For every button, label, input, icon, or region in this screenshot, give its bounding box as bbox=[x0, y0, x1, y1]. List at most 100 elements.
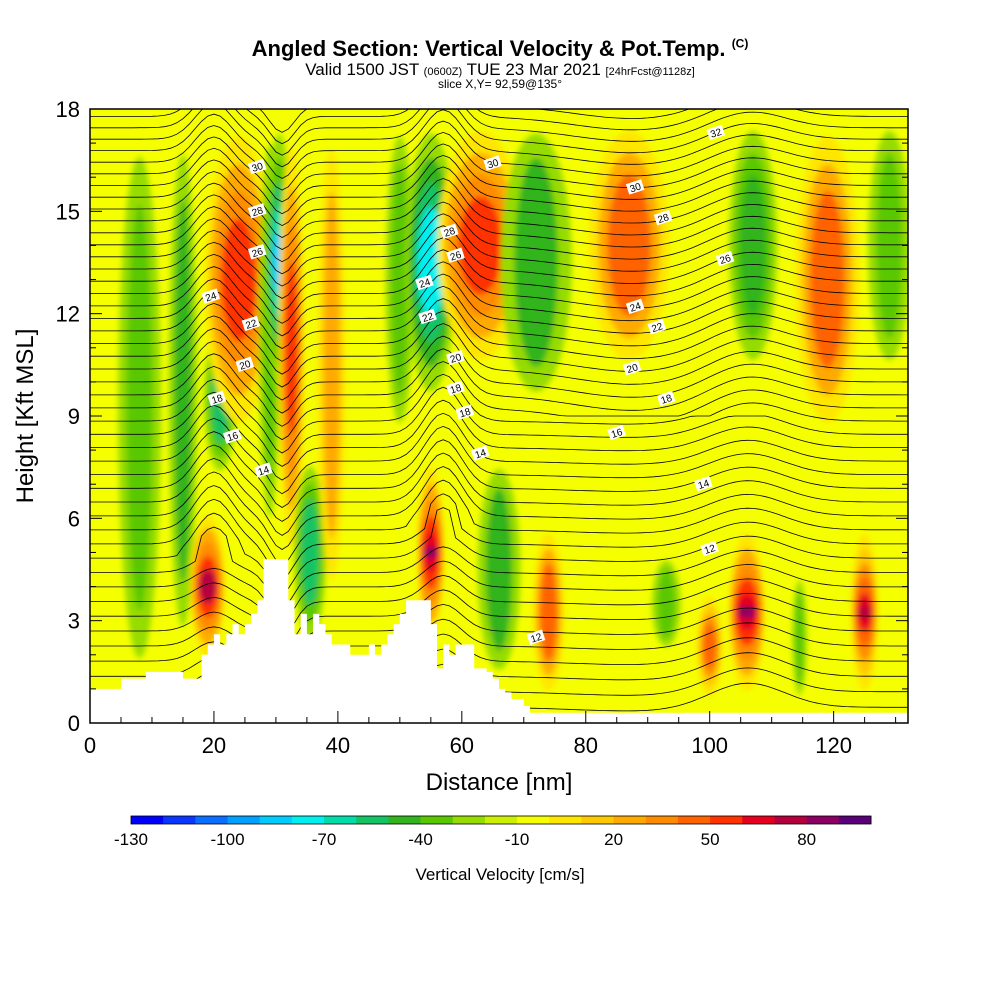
colorbar-swatch bbox=[388, 816, 422, 824]
colorbar-tick-label: -10 bbox=[505, 830, 530, 849]
forecast-tag: [24hrFcst@1128z] bbox=[605, 66, 695, 78]
chart-title: Angled Section: Vertical Velocity & Pot.… bbox=[0, 36, 1000, 62]
theta-contour-label-text: 26 bbox=[449, 250, 463, 264]
colorbar-swatch bbox=[484, 816, 518, 824]
theta-contour-line bbox=[90, 310, 908, 388]
colorbar-swatch bbox=[581, 816, 615, 824]
colorbar-swatch bbox=[517, 816, 550, 824]
velocity-cell bbox=[738, 606, 756, 619]
colorbar-tick-label: -70 bbox=[312, 830, 337, 849]
x-tick-label: 120 bbox=[815, 733, 852, 758]
theta-contour-label-text: 24 bbox=[418, 277, 432, 291]
colorbar-label: Vertical Velocity [cm/s] bbox=[415, 865, 584, 884]
colorbar-swatch bbox=[774, 816, 808, 824]
theta-contour-label-text: 18 bbox=[210, 393, 224, 407]
chart-title-main: Angled Section: Vertical Velocity & Pot.… bbox=[251, 36, 726, 61]
colorbar-swatch bbox=[838, 816, 872, 824]
colorbar-swatch bbox=[549, 816, 582, 824]
theta-contour-label-text: 30 bbox=[486, 157, 500, 171]
colorbar-swatch bbox=[806, 816, 840, 824]
y-tick-label: 18 bbox=[56, 97, 80, 122]
velocity-cell bbox=[301, 499, 319, 606]
theta-contour-line bbox=[90, 603, 908, 668]
theta-contour-line bbox=[90, 166, 908, 238]
velocity-cell bbox=[323, 190, 341, 539]
colorbar-swatch bbox=[227, 816, 261, 824]
theta-contour-label-text: 28 bbox=[443, 226, 457, 240]
theta-contour-label: 22 bbox=[418, 308, 437, 325]
theta-contour-line bbox=[90, 143, 908, 215]
x-tick-label: 100 bbox=[691, 733, 728, 758]
theta-contour-line bbox=[90, 348, 908, 427]
theta-contour-label-text: 28 bbox=[657, 212, 671, 226]
colorbar-swatch bbox=[710, 816, 743, 824]
theta-contour-label-text: 22 bbox=[244, 318, 258, 332]
theta-contour-line bbox=[90, 273, 908, 349]
theta-contour-label-text: 12 bbox=[530, 632, 544, 646]
theta-contour-label-text: 24 bbox=[629, 301, 643, 315]
theta-contour-label: 24 bbox=[625, 298, 645, 315]
colorbar-swatch bbox=[163, 816, 196, 824]
theta-contour-line bbox=[90, 386, 908, 467]
colorbar-swatch bbox=[420, 816, 454, 824]
velocity-cell bbox=[703, 624, 717, 668]
theta-contour-line bbox=[90, 178, 908, 250]
colorbar-swatch bbox=[452, 816, 486, 824]
velocity-cell bbox=[876, 152, 903, 339]
theta-contour-label-text: 20 bbox=[449, 352, 463, 366]
theta-contour-label: 24 bbox=[415, 274, 434, 291]
theta-contour-label-text: 14 bbox=[474, 447, 488, 461]
velocity-cell bbox=[740, 174, 767, 317]
theta-contour-label-text: 20 bbox=[238, 359, 252, 373]
theta-contour-label: 14 bbox=[470, 445, 490, 461]
x-tick-label: 40 bbox=[326, 733, 350, 758]
colorbar-swatch bbox=[613, 816, 647, 824]
theta-contour-line bbox=[90, 526, 908, 608]
theta-contour-line bbox=[90, 109, 908, 145]
slice-info: slice X,Y= 92,59@135° bbox=[437, 77, 563, 91]
colorbar-swatch bbox=[742, 816, 775, 824]
theta-contour-label: 24 bbox=[201, 288, 220, 305]
theta-contour-line bbox=[90, 249, 908, 324]
theta-contour-line bbox=[90, 189, 908, 263]
theta-contour-label: 28 bbox=[439, 223, 459, 240]
theta-contour-label: 20 bbox=[235, 356, 255, 373]
theta-contour-line bbox=[90, 361, 908, 441]
colorbar-swatch bbox=[259, 816, 293, 824]
theta-contour-line bbox=[90, 493, 908, 579]
theta-contour-line bbox=[90, 285, 908, 362]
theta-contour-label: 16 bbox=[223, 428, 242, 444]
theta-contour-label: 12 bbox=[700, 540, 719, 557]
theta-contour-label-text: 30 bbox=[251, 161, 265, 175]
x-tick-label: 20 bbox=[202, 733, 226, 758]
theta-contour-label: 14 bbox=[694, 476, 713, 492]
theta-contour-label-text: 16 bbox=[226, 430, 240, 444]
theta-contour-line bbox=[90, 479, 908, 565]
theta-contour-label-text: 26 bbox=[719, 253, 733, 267]
velocity-cell bbox=[539, 563, 558, 661]
x-tick-label: 80 bbox=[574, 733, 598, 758]
theta-contour-line bbox=[90, 574, 908, 638]
theta-contour-line bbox=[90, 225, 908, 299]
theta-contour-label-text: 14 bbox=[257, 464, 271, 478]
theta-contour-line bbox=[90, 109, 908, 156]
y-tick-label: 12 bbox=[56, 302, 80, 327]
plot-area: 12 12 14 14 14 16 16 18 18 18 18 20 20 20 22 22 22 24 24 24… bbox=[90, 109, 908, 723]
theta-contour-label: 18 bbox=[455, 404, 475, 420]
colorbar-tick-label: -130 bbox=[114, 830, 148, 849]
velocity-cell bbox=[514, 158, 558, 367]
colorbar-tick-label: -100 bbox=[211, 830, 245, 849]
theta-contour-label: 18 bbox=[446, 380, 465, 397]
theta-contour-label: 16 bbox=[607, 424, 626, 441]
theta-contour-line bbox=[90, 298, 908, 375]
theta-contour-line bbox=[90, 589, 908, 653]
theta-contour-label: 18 bbox=[207, 390, 227, 407]
y-tick-label: 0 bbox=[68, 711, 80, 736]
velocity-cell bbox=[424, 546, 438, 559]
theta-contour-label: 26 bbox=[715, 250, 735, 267]
theta-contour-line bbox=[90, 323, 908, 401]
colorbar-tick-label: 50 bbox=[701, 830, 720, 849]
theta-contour-line bbox=[90, 109, 908, 179]
velocity-cell bbox=[657, 568, 675, 639]
velocity-cell bbox=[795, 591, 804, 685]
